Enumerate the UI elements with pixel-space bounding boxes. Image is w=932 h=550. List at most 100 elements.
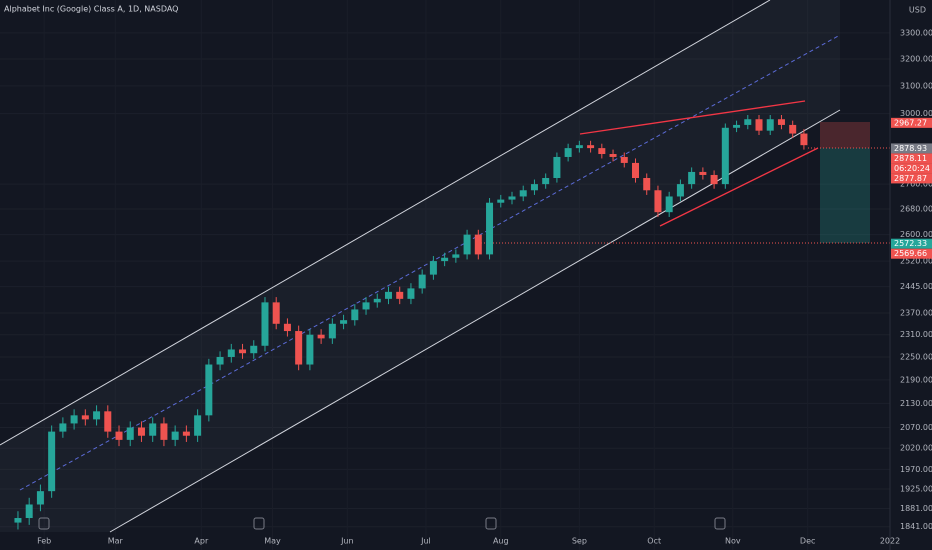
earnings-icon (38, 517, 50, 530)
y-tick-label: 2445.00 (900, 282, 932, 291)
y-tick-label: 3300.00 (900, 28, 932, 37)
candles (14, 114, 808, 530)
y-tick-label: 1970.00 (900, 465, 932, 474)
x-tick-label: Nov (725, 537, 741, 546)
price-label-box (891, 153, 932, 164)
candle-body (777, 119, 785, 125)
candle-body (283, 323, 291, 332)
candle-body (474, 234, 482, 255)
x-tick-label: Dec (800, 537, 815, 546)
candle-body (239, 349, 247, 354)
candle-body (755, 119, 763, 131)
candle-body (598, 148, 606, 155)
y-tick-label: 3000.00 (900, 109, 932, 118)
candle-body (733, 124, 741, 128)
y-tick-label: 3100.00 (900, 81, 932, 90)
candle-body (486, 202, 494, 255)
candle-body (632, 162, 640, 179)
candle-body (699, 171, 707, 175)
candle-body (620, 156, 628, 163)
candle-body (497, 199, 505, 203)
candle-body (710, 174, 718, 185)
candle-body (149, 423, 157, 436)
candle-body (553, 156, 561, 179)
candle-body (171, 431, 179, 440)
target-zone (820, 148, 870, 243)
price-label-box (891, 163, 932, 174)
candle-body (721, 127, 729, 185)
price-label-box (891, 238, 932, 249)
x-tick-label: Feb (37, 537, 51, 546)
candle-body (93, 411, 101, 420)
y-tick-label: 2680.00 (900, 205, 932, 214)
y-tick-label: 2310.00 (900, 330, 932, 339)
y-tick-label: 2250.00 (900, 352, 932, 361)
candle-body (800, 133, 808, 146)
candle-body (340, 320, 348, 324)
price-label-box (891, 117, 932, 128)
price-label: 2569.66 (894, 249, 927, 258)
candle-body (70, 415, 78, 424)
candle-body (261, 302, 269, 346)
candle-body (362, 302, 370, 310)
chart-title: Alphabet Inc (Google) Class A, 1D, NASDA… (4, 5, 178, 14)
candle-body (643, 178, 651, 191)
x-tick-label: Oct (647, 537, 661, 546)
price-label-box (891, 173, 932, 184)
candle-body (587, 145, 595, 149)
trend-line (659, 147, 819, 227)
candle-body (508, 196, 516, 200)
candle-body (373, 298, 381, 303)
candle-body (654, 190, 662, 213)
candle-body (227, 349, 235, 357)
channel-lower (109, 109, 841, 533)
candle-body (609, 154, 617, 157)
candle-body (542, 178, 550, 185)
y-tick-label: 1881.00 (900, 504, 932, 513)
candle-body (519, 190, 527, 197)
candle-body (688, 171, 696, 185)
y-tick-label: 1925.00 (900, 484, 932, 493)
candle-body (766, 119, 774, 131)
candle-body (317, 334, 325, 339)
x-tick-label: Jun (340, 537, 354, 546)
price-label: 2877.87 (894, 174, 927, 183)
candle-body (530, 184, 538, 191)
price-label: 06:20:24 (894, 164, 930, 173)
earnings-icon (253, 517, 265, 530)
y-tick-label: 3200.00 (900, 54, 932, 63)
candle-body (205, 364, 213, 416)
candle-body (452, 254, 460, 258)
candle-body (665, 196, 673, 213)
candle-body (418, 274, 426, 289)
candle-body (384, 291, 392, 299)
y-tick-label: 2130.00 (900, 399, 932, 408)
candle-body (396, 291, 404, 299)
channel-upper (0, 0, 771, 446)
y-tick-label: 2190.00 (900, 375, 932, 384)
currency: USD (909, 6, 926, 15)
earnings-icon (714, 517, 726, 530)
candle-body (441, 257, 449, 262)
price-label: 2967.27 (894, 118, 927, 127)
y-tick-label: 2520.00 (900, 257, 932, 266)
candle-body (115, 431, 123, 440)
candle-body (182, 431, 190, 436)
candle-body (14, 518, 22, 523)
axes: 3300.00 3200.00 3100.00 3000.00 2760.00 2680.… (37, 28, 932, 546)
channel-mid (19, 34, 841, 491)
candle-body (48, 431, 56, 492)
grid (0, 0, 890, 550)
candle-body (744, 119, 752, 125)
price-label-box (891, 143, 932, 154)
candle-body (295, 331, 303, 365)
candle-body (160, 423, 168, 440)
earnings-icons (38, 517, 726, 530)
candle-body (789, 124, 797, 134)
x-tick-label: Aug (493, 537, 509, 546)
candle-body (194, 415, 202, 436)
candle-body (575, 145, 583, 149)
